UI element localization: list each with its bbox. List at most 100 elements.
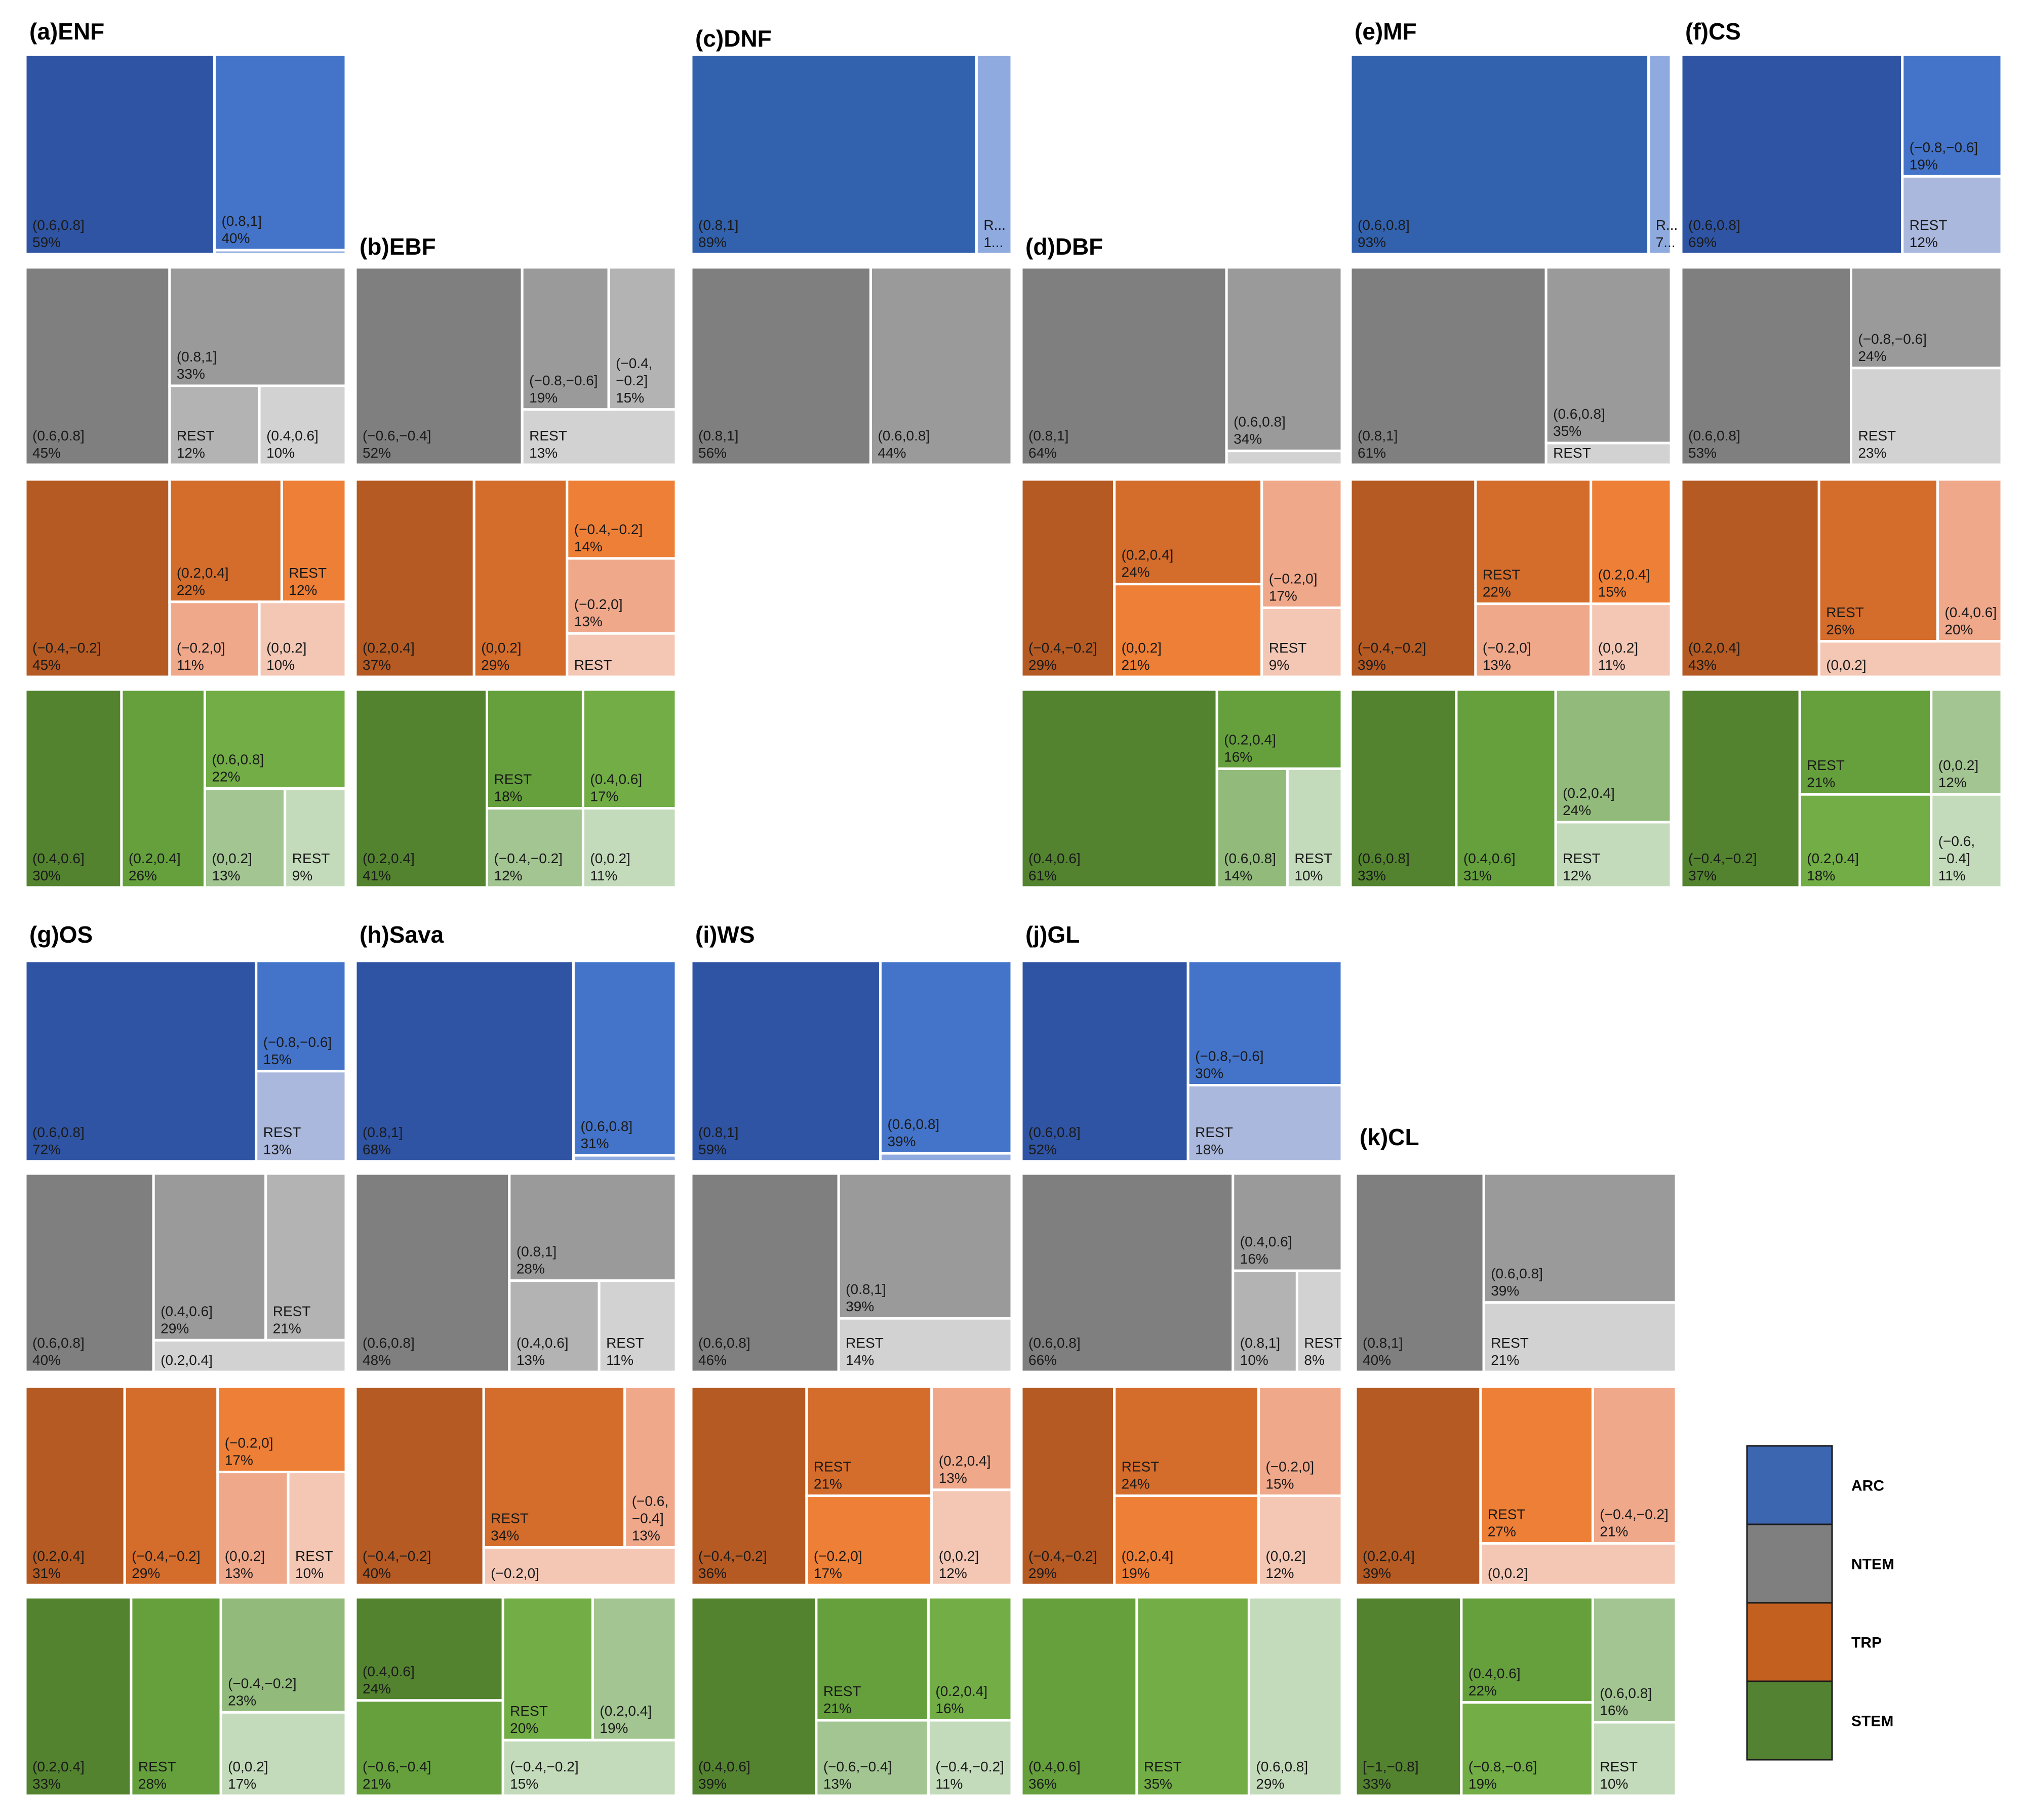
cell-label: 52% [1028, 1142, 1057, 1157]
treemap-cell [472, 478, 569, 678]
cell-label: (−0.4,−0.2] [1028, 640, 1097, 656]
cell-label: 12% [177, 445, 205, 461]
cell-label: REST [138, 1759, 176, 1774]
treemap-cell [1849, 266, 2003, 370]
cell-label: (−0.4,−0.2] [32, 640, 101, 656]
cell-label: (0,0.2] [1826, 657, 1866, 673]
cell-label: 11% [606, 1352, 633, 1368]
cell-label: 44% [878, 445, 906, 461]
cell-label: −0.4] [632, 1511, 664, 1526]
cell-label: (0.4,0.6] [1944, 604, 1997, 620]
cell-label: 45% [32, 657, 61, 673]
treemap-cell [805, 1385, 933, 1498]
cell-label: (−0.4,−0.2] [510, 1759, 578, 1774]
cell-label: (−0.8,−0.6] [263, 1034, 332, 1050]
cell-label: (−0.4,−0.2] [1028, 1548, 1097, 1564]
group-ntem: (0.8,1] 64% (0.6,0.8]34% [1020, 266, 1343, 466]
group-ntem: (0.8,1] 61% (0.6,0.8]35% REST [1349, 266, 1673, 466]
cell-label: (0.8,1] [1358, 428, 1398, 443]
group-arc: (0.6,0.8]59% (0.8,1]40% [24, 53, 347, 256]
cell-label: 31% [32, 1565, 61, 1581]
cell-label: 17% [1269, 588, 1297, 604]
legend-swatch-ntem [1746, 1523, 1833, 1604]
cell-label: (0.2,0.4] [600, 1703, 652, 1719]
cell-label: (0,0.2] [590, 851, 630, 866]
treemap-cell [1544, 441, 1673, 466]
cell-label: (−0.2,0] [177, 640, 225, 656]
treemap-cell [152, 1339, 347, 1373]
treemap-cell [1901, 53, 2003, 178]
cell-label: (0.4,0.6] [1240, 1234, 1292, 1249]
cell-label: (0.8,1] [1028, 428, 1068, 443]
group-stem: (0.6,0.8] 33% (0.4,0.6] 31% (0.2,0.4]24% REST… [1349, 688, 1673, 889]
panel-title: (d)DBF [1025, 233, 1103, 260]
treemap-cell [1232, 1172, 1343, 1272]
cell-label: 13% [212, 868, 240, 883]
cell-label: 15% [263, 1051, 292, 1067]
cell-label: (0.2,0.4] [177, 565, 229, 581]
cell-label: 37% [1688, 868, 1717, 883]
cell-label: 19% [529, 390, 558, 406]
cell-label: 16% [1224, 749, 1252, 764]
cell-label: 33% [177, 366, 205, 382]
cell-label: (0.6,0.8] [1553, 406, 1605, 422]
cell-label: (0.2,0.4] [161, 1352, 213, 1368]
panel-h: (h)Sava(0.8,1]68%(0.6,0.8]31%(0.6,0.8]48… [354, 921, 678, 1797]
cell-label: 19% [1122, 1565, 1150, 1581]
cell-label: 46% [698, 1352, 727, 1368]
cell-label: 29% [481, 657, 509, 673]
cell-label: (0,0.2] [1938, 757, 1978, 773]
cell-label: 13% [517, 1352, 545, 1368]
group-trp: (0.2,0.4]39% REST 27% (−0.4,−0.2] 21% (0,0.2] [1354, 1385, 1678, 1587]
cell-label: 12% [494, 868, 523, 883]
cell-label: 39% [1363, 1565, 1391, 1581]
cell-label: (0.8,1] [846, 1281, 886, 1297]
cell-label: 39% [1358, 657, 1386, 673]
cell-label: (0.6,0.8] [698, 1335, 750, 1351]
treemap-cell [1544, 266, 1673, 444]
cell-label: REST [273, 1303, 311, 1319]
cell-label: 29% [161, 1320, 189, 1336]
treemap-cell [1349, 266, 1547, 466]
cell-label: 11% [1938, 868, 1966, 883]
treemap-cell [1479, 1542, 1678, 1587]
panel-title: (j)GL [1025, 921, 1080, 948]
treemap-cell [1474, 602, 1593, 678]
group-stem: (0.2,0.4] 41% REST 18% (0.4,0.6] 17% (−0.4,−0.… [354, 688, 678, 889]
treemap-cell [1020, 688, 1218, 889]
cell-label: (−0.2,0] [814, 1548, 862, 1564]
treemap-cell [1260, 478, 1343, 609]
cell-label: (0.4,0.6] [32, 851, 85, 866]
cell-label: 18% [494, 789, 523, 804]
cell-label: 28% [517, 1261, 545, 1277]
cell-label: 29% [1028, 657, 1057, 673]
panel-g: (g)OS(0.6,0.8]72%(−0.8,−0.6]15%REST13%(0… [24, 921, 347, 1797]
cell-label: REST [1488, 1507, 1526, 1522]
cell-label: (0.6,0.8] [32, 1335, 85, 1351]
treemap-cell [168, 478, 283, 603]
cell-label: REST [574, 657, 612, 673]
legend-label-stem: STEM [1851, 1713, 1893, 1730]
treemap-cell [354, 1385, 485, 1587]
cell-label: 28% [138, 1776, 167, 1792]
cell-label: 21% [1600, 1524, 1628, 1540]
treemap-cell [623, 1385, 678, 1549]
cell-label: [−1,−0.8] [1363, 1759, 1419, 1774]
cell-label: (0.6,0.8] [1688, 217, 1740, 233]
group-arc: (0.8,1]89% R...1... [690, 53, 1013, 256]
treemap-cell [837, 1317, 1013, 1373]
cell-label: 8% [1304, 1352, 1324, 1368]
group-stem: [−1,−0.8] 33% (0.4,0.6] 22% (−0.8,−0.6] 19% (0… [1354, 1596, 1678, 1797]
treemap-cell [287, 1471, 347, 1587]
treemap-cell [581, 688, 678, 810]
cell-label: 34% [1234, 431, 1262, 447]
treemap-cell [521, 408, 678, 466]
cell-label: 12% [1910, 234, 1938, 250]
group-ntem: (0.6,0.8] 53% (−0.8,−0.6]24% REST 23% [1680, 266, 2003, 466]
treemap-cell [501, 1738, 678, 1797]
cell-label: REST [177, 428, 215, 443]
cell-label: 11% [590, 868, 617, 883]
treemap-cell [168, 600, 261, 678]
cell-label: 10% [1240, 1352, 1268, 1368]
